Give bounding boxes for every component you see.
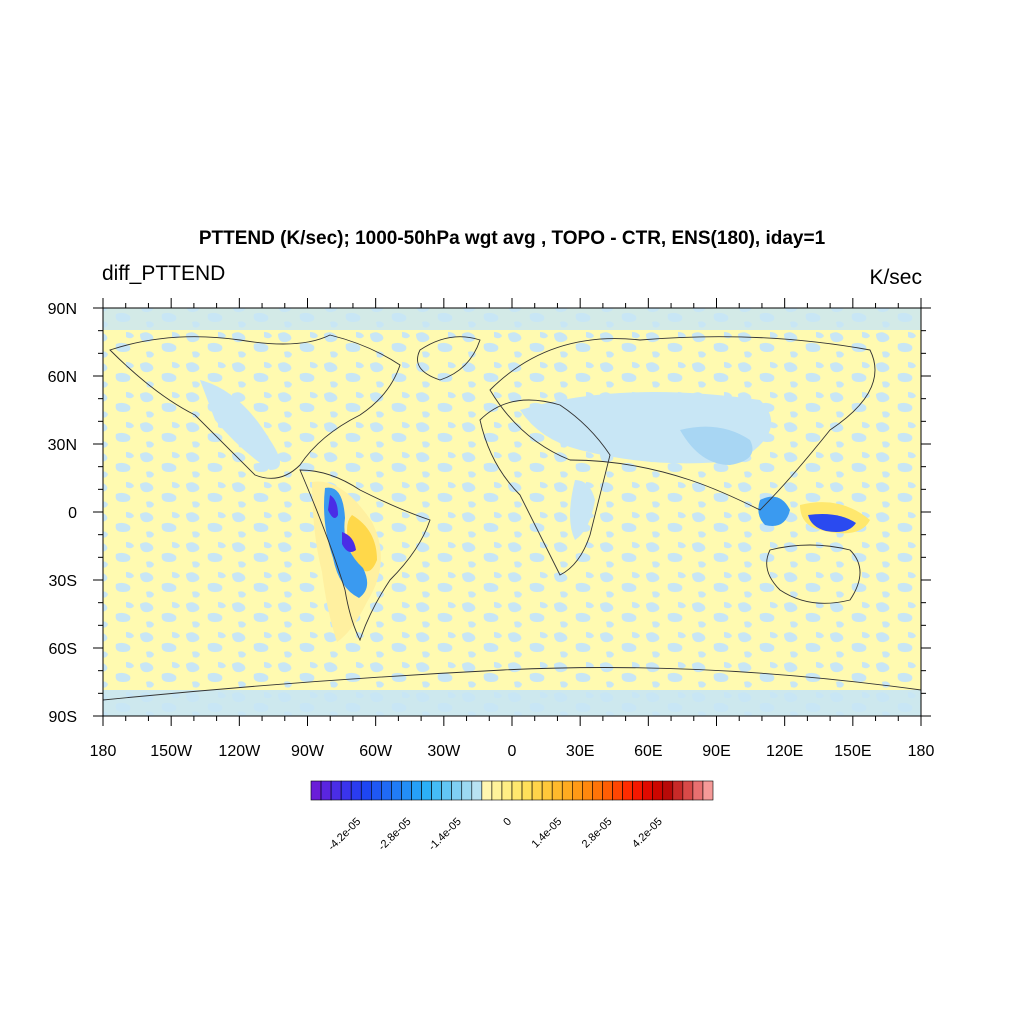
new-guinea-negative: [808, 514, 856, 532]
colorbar-label: -4.2e-05: [326, 816, 363, 853]
colorbar-swatch: [401, 780, 412, 801]
colorbar-label: -2.8e-05: [376, 816, 413, 853]
lat-tick-label: 60N: [48, 369, 77, 386]
contour-field: [103, 308, 921, 716]
colorbar-swatch: [421, 780, 432, 801]
lon-tick-label: 180: [908, 743, 935, 760]
lat-tick-label: 30N: [48, 437, 77, 454]
colorbar-swatch: [642, 780, 654, 801]
lon-tick-label: 180: [90, 743, 117, 760]
lon-tick-label: 60W: [359, 743, 393, 760]
colorbar-swatch: [451, 780, 463, 801]
colorbar-swatch: [622, 780, 633, 801]
colorbar-label: 1.4e-05: [530, 816, 565, 851]
colorbar-swatch: [501, 780, 513, 801]
colorbar-label: 4.2e-05: [630, 816, 665, 851]
units-label: K/sec: [869, 266, 922, 289]
lat-tick-label: 90S: [49, 709, 77, 726]
colorbar-swatch: [652, 780, 664, 801]
lon-tick-label: 90E: [702, 743, 730, 760]
colorbar-swatch: [310, 780, 322, 801]
colorbar-swatch: [561, 780, 573, 801]
colorbar-swatch: [511, 780, 523, 801]
colorbar-swatch: [571, 780, 583, 801]
plot-title: PTTEND (K/sec); 1000-50hPa wgt avg , TOP…: [198, 228, 826, 249]
colorbar-swatch: [682, 780, 694, 801]
colorbar-swatch: [360, 780, 372, 801]
longitude-axis: 180 150W 120W 90W 60W 30W 0 30E 60E 90E 120E 150E 18…: [90, 298, 935, 760]
lon-tick-label: 150W: [150, 743, 193, 760]
lat-tick-label: 60S: [49, 641, 77, 658]
lon-tick-label: 90W: [291, 743, 325, 760]
colorbar-swatch: [461, 780, 473, 801]
colorbar-swatch: [431, 780, 442, 801]
coastlines: [103, 334, 921, 701]
colorbar-swatch: [330, 780, 342, 801]
lon-tick-label: 60E: [634, 743, 662, 760]
colorbar-swatch: [381, 780, 392, 801]
colorbar-swatch: [481, 780, 493, 801]
tibet-negative: [680, 426, 753, 465]
colorbar-swatch: [582, 780, 593, 801]
lon-tick-label: 120W: [218, 743, 261, 760]
colorbar-swatch: [692, 780, 704, 801]
lat-tick-label: 30S: [49, 573, 77, 590]
colorbar-swatch: [340, 780, 352, 801]
colorbar-swatch: [471, 780, 483, 801]
lon-tick-label: 120E: [766, 743, 803, 760]
background-field: [103, 308, 921, 716]
colorbar-swatch: [702, 780, 714, 801]
colorbar-swatch: [541, 780, 553, 801]
latitude-axis: 90N 60N 30N 0 30S 60S 90S: [48, 301, 931, 726]
colorbar-swatch: [612, 780, 623, 801]
colorbar-swatch: [441, 780, 452, 801]
east-africa-negative: [570, 480, 595, 540]
colorbar-label: -1.4e-05: [426, 816, 463, 853]
colorbar-swatch: [411, 780, 422, 801]
colorbar-label: 0: [501, 816, 514, 829]
colorbar-swatch: [592, 780, 603, 801]
colorbar-swatch: [632, 780, 643, 801]
colorbar-label: 2.8e-05: [580, 816, 615, 851]
colorbar-swatch: [672, 780, 684, 801]
altiplano-positive: [347, 515, 377, 572]
lat-tick-label: 90N: [48, 301, 77, 318]
lat-tick-label: 0: [68, 505, 77, 522]
lon-tick-label: 0: [508, 743, 517, 760]
andes-negative-core: [328, 495, 356, 552]
lon-tick-label: 30E: [566, 743, 594, 760]
colorbar: -4.2e-05 -2.8e-05 -1.4e-05 0 1.4e-05 2.8e-05 4…: [310, 780, 714, 853]
colorbar-swatch: [491, 780, 503, 801]
lon-tick-label: 150E: [834, 743, 871, 760]
colorbar-swatch: [521, 780, 533, 801]
colorbar-swatch: [531, 780, 543, 801]
colorbar-swatch: [602, 780, 613, 801]
colorbar-swatch: [320, 780, 332, 801]
rockies-negative: [200, 380, 280, 470]
colorbar-swatch: [551, 780, 563, 801]
variable-label: diff_PTTEND: [102, 262, 226, 285]
colorbar-swatch: [350, 780, 362, 801]
colorbar-swatch: [391, 780, 402, 801]
colorbar-swatch: [662, 780, 674, 801]
colorbar-swatch: [370, 780, 382, 801]
lon-tick-label: 30W: [427, 743, 461, 760]
